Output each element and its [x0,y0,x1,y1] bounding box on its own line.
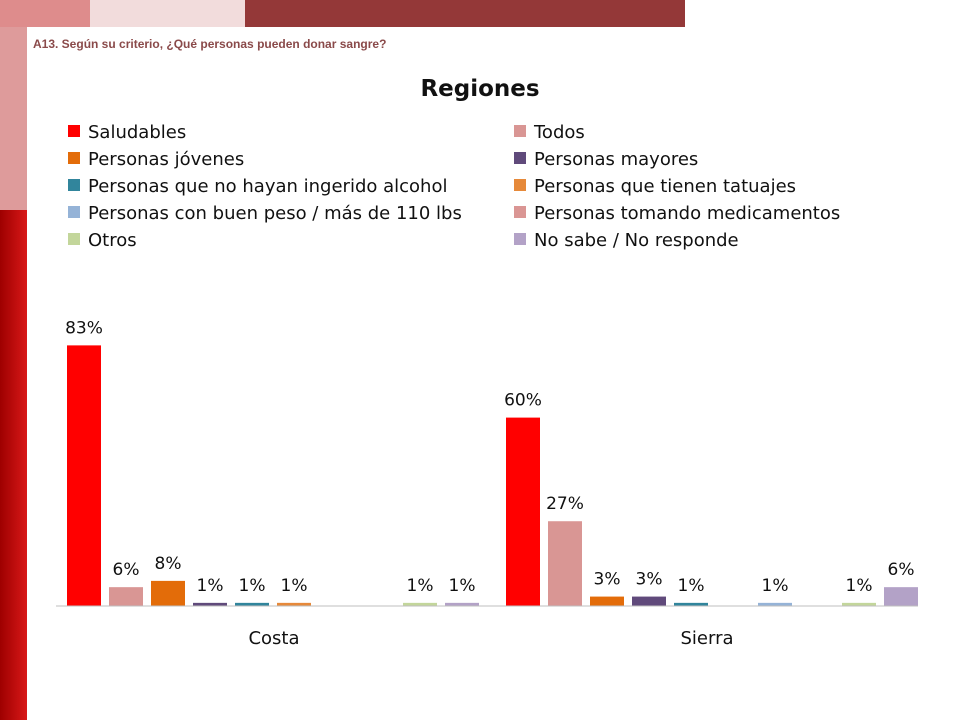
legend-swatch [68,125,80,137]
sidebar-accent-red [0,210,27,720]
legend-label: Personas mayores [534,149,698,170]
data-label: 1% [407,576,434,596]
bar [590,596,624,606]
header-accent-dark [245,0,685,27]
legend-swatch [68,206,80,218]
bar [632,596,666,606]
bar [842,602,876,606]
legend-swatch [514,152,526,164]
data-label: 3% [594,570,621,590]
data-label: 27% [546,494,584,514]
data-label: 60% [504,391,542,411]
legend-swatch [68,179,80,191]
sidebar-accent-pink [0,27,27,210]
x-tick-label: Sierra [680,628,733,649]
legend-swatch [514,233,526,245]
bar [67,345,101,606]
bar [403,602,437,606]
legend-swatch [514,206,526,218]
legend-swatch [514,179,526,191]
x-tick-label: Costa [248,628,299,649]
legend-label: Personas que no hayan ingerido alcohol [88,176,447,197]
legend-label: Personas con buen peso / más de 110 lbs [88,203,462,224]
bar [758,602,792,606]
legend-label: Otros [88,230,137,251]
data-label: 1% [846,576,873,596]
data-label: 1% [449,576,476,596]
bar [445,602,479,606]
data-label: 1% [762,576,789,596]
bar [884,587,918,606]
legend-swatch [68,233,80,245]
bar [235,602,269,606]
legend-label: No sabe / No responde [534,230,739,251]
data-label: 3% [636,570,663,590]
data-label: 6% [113,560,140,580]
question-text: A13. Según su criterio, ¿Qué personas pu… [33,37,387,51]
bar [193,602,227,606]
bar [277,602,311,606]
bar [548,521,582,606]
legend-swatch [68,152,80,164]
bar [674,602,708,606]
legend-swatch [514,125,526,137]
legend-label: Personas que tienen tatuajes [534,176,796,197]
legend-label: Personas jóvenes [88,149,244,170]
chart-bars: 83% 6% 8% 1% 1% 1% 1% 1% 60% 27% 3% 3% 1% 1% 1% 6% [65,318,918,606]
legend-label: Todos [533,122,585,143]
bar [109,587,143,606]
bar [506,417,540,606]
data-label: 1% [678,576,705,596]
data-label: 1% [239,576,266,596]
chart-legend: Saludables Todos Personas jóvenes Personas … [68,122,840,251]
data-label: 6% [888,560,915,580]
data-label: 1% [197,576,224,596]
data-label: 83% [65,318,103,338]
legend-label: Personas tomando medicamentos [534,203,840,224]
data-label: 1% [281,576,308,596]
x-axis-categories: Costa Sierra [248,628,733,649]
chart-title: Regiones [420,76,540,102]
header-accent-light [90,0,245,27]
header-accent-pink [0,0,90,27]
data-label: 8% [155,554,182,574]
legend-label: Saludables [88,122,186,143]
bar [151,580,185,606]
